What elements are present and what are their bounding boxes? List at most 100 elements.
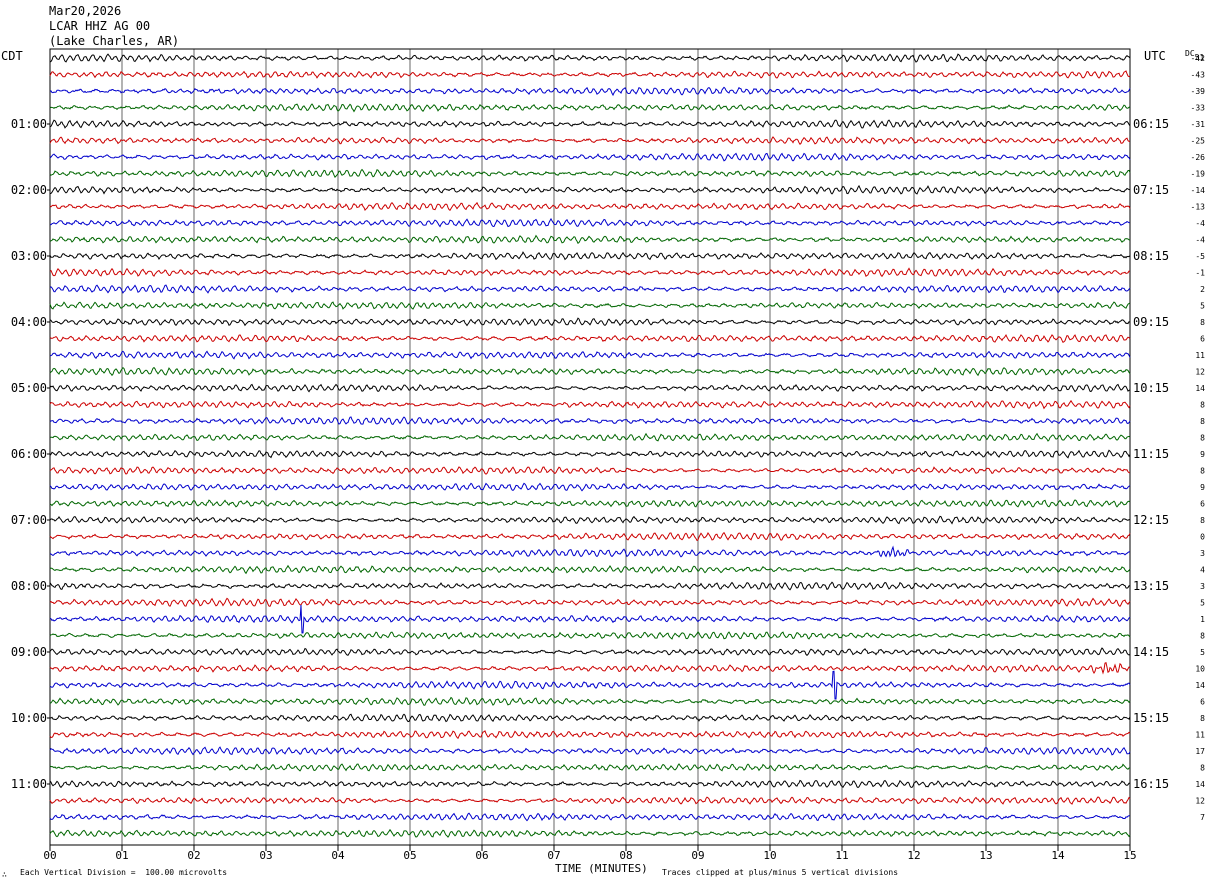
corner-mark: ∴ — [2, 870, 7, 879]
seismic-trace — [49, 366, 1131, 377]
seismic-trace — [49, 604, 1131, 634]
dc-offset-label: -5 — [1195, 252, 1205, 261]
x-tick-label: 06 — [475, 849, 488, 862]
dc-offset-label: 3 — [1200, 582, 1205, 591]
dc-offset-label: 4 — [1200, 566, 1205, 575]
right-hour-label: 15:15 — [1133, 711, 1169, 725]
left-axis-title: CDT — [1, 49, 23, 63]
dc-offset-label: -26 — [1191, 153, 1206, 162]
x-tick-label: 04 — [331, 849, 345, 862]
left-hour-label: 03:00 — [11, 249, 47, 263]
seismic-trace — [49, 499, 1131, 508]
seismic-trace — [49, 184, 1131, 195]
dc-offset-label: 6 — [1200, 500, 1205, 509]
seismic-trace — [50, 432, 1131, 442]
dc-offset-label: 7 — [1200, 813, 1205, 822]
x-tick-label: 12 — [907, 849, 920, 862]
seismic-trace — [49, 217, 1131, 228]
clip-note: Traces clipped at plus/minus 5 vertical … — [662, 868, 899, 877]
seismic-trace — [49, 713, 1131, 723]
left-hour-label: 07:00 — [11, 513, 47, 527]
seismic-trace — [49, 581, 1131, 591]
dc-offset-label: -33 — [1191, 104, 1206, 113]
dc-offset-label: -43 — [1191, 71, 1206, 80]
dc-offset-label: 8 — [1200, 467, 1205, 476]
dc-offset-label: 11 — [1195, 731, 1205, 740]
seismic-trace — [49, 449, 1131, 459]
x-tick-label: 02 — [187, 849, 200, 862]
dc-offset-label: 2 — [1200, 285, 1205, 294]
seismic-trace — [49, 779, 1131, 789]
x-tick-label: 10 — [763, 849, 776, 862]
right-hour-label: 07:15 — [1133, 183, 1169, 197]
dc-offset-label: 9 — [1200, 483, 1205, 492]
dc-offset-label: 6 — [1200, 698, 1205, 707]
dc-offset-label: 11 — [1195, 351, 1205, 360]
right-hour-label: 11:15 — [1133, 447, 1169, 461]
x-tick-label: 13 — [979, 849, 992, 862]
right-axis-title: UTC — [1144, 49, 1166, 63]
seismic-trace — [49, 730, 1131, 740]
left-hour-label: 09:00 — [11, 645, 47, 659]
dc-offset-label: 5 — [1200, 302, 1205, 311]
seismic-trace — [49, 631, 1131, 640]
x-tick-label: 09 — [691, 849, 704, 862]
dc-offset-label: 3 — [1200, 549, 1205, 558]
dc-offset-label: -42 — [1191, 54, 1206, 63]
seismic-trace — [49, 284, 1131, 294]
right-hour-label: 10:15 — [1133, 381, 1169, 395]
dc-offset-label: -19 — [1191, 170, 1206, 179]
seismic-trace — [49, 466, 1131, 475]
x-axis-label: TIME (MINUTES) — [555, 862, 648, 875]
right-hour-label: 13:15 — [1133, 579, 1169, 593]
dc-offset-label: 14 — [1195, 681, 1205, 690]
left-hour-label: 10:00 — [11, 711, 47, 725]
dc-offset-label: 8 — [1200, 632, 1205, 641]
seismic-trace — [49, 103, 1131, 113]
dc-offset-label: 8 — [1200, 434, 1205, 443]
seismic-trace — [49, 234, 1131, 244]
left-hour-label: 04:00 — [11, 315, 47, 329]
right-hour-label: 08:15 — [1133, 249, 1169, 263]
seismic-trace — [49, 152, 1131, 162]
x-tick-label: 05 — [403, 849, 416, 862]
left-hour-label: 01:00 — [11, 117, 47, 131]
right-hour-label: 14:15 — [1133, 645, 1169, 659]
seismic-trace — [49, 168, 1131, 178]
dc-offset-label: -25 — [1191, 137, 1206, 146]
seismic-trace — [49, 670, 1131, 700]
dc-offset-label: 1 — [1200, 615, 1205, 624]
dc-offset-label: -14 — [1191, 186, 1206, 195]
left-hour-label: 11:00 — [11, 777, 47, 791]
seismic-trace — [49, 251, 1131, 261]
dc-offset-label: 9 — [1200, 450, 1205, 459]
seismic-trace — [49, 53, 1131, 63]
dc-offset-label: 5 — [1200, 648, 1205, 657]
x-tick-label: 07 — [547, 849, 560, 862]
seismic-trace — [49, 119, 1131, 129]
right-hour-label: 09:15 — [1133, 315, 1169, 329]
dc-offset-label: -4 — [1195, 236, 1205, 245]
seismic-trace — [49, 383, 1131, 393]
station-code: LCAR HHZ AG 00 — [49, 19, 151, 33]
seismic-trace — [49, 267, 1130, 278]
seismic-trace — [49, 763, 1131, 772]
dc-title: DC51 — [1185, 49, 1205, 62]
dc-offset-label: -31 — [1191, 120, 1206, 129]
right-hour-label: 12:15 — [1133, 513, 1169, 527]
station-location: (Lake Charles, AR) — [49, 34, 180, 48]
seismic-trace — [49, 70, 1131, 79]
dc-offset-label: -39 — [1191, 87, 1206, 96]
seismic-trace — [49, 317, 1131, 327]
seismic-trace — [49, 545, 1131, 558]
dc-offset-label: 14 — [1195, 384, 1205, 393]
seismic-trace — [49, 746, 1131, 756]
dc-offset-label: 0 — [1200, 533, 1205, 542]
x-tick-label: 15 — [1123, 849, 1136, 862]
dc-offset-label: 8 — [1200, 714, 1205, 723]
plot-frame — [49, 48, 1131, 846]
left-hour-label: 06:00 — [11, 447, 47, 461]
dc-offset-label: 8 — [1200, 318, 1205, 327]
dc-offset-label: 12 — [1195, 368, 1205, 377]
